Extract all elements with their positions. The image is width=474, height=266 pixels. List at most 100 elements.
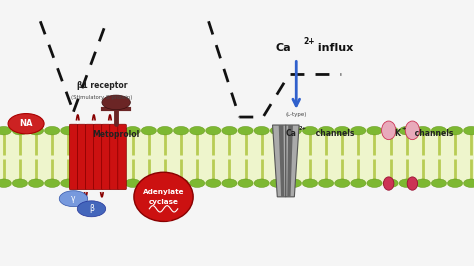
Circle shape [12,126,27,135]
Circle shape [351,179,366,188]
Text: Ca: Ca [276,43,292,53]
Circle shape [157,179,173,188]
Text: γ: γ [71,194,76,203]
Text: cyclase: cyclase [148,199,179,205]
Circle shape [93,179,108,188]
Circle shape [125,179,140,188]
Circle shape [335,179,350,188]
FancyBboxPatch shape [94,124,102,190]
Circle shape [12,179,27,188]
Polygon shape [273,125,286,197]
Text: (L-type): (L-type) [285,112,307,117]
Polygon shape [279,125,284,197]
Circle shape [319,126,334,135]
Circle shape [77,201,106,217]
Circle shape [109,179,124,188]
Circle shape [141,179,156,188]
FancyBboxPatch shape [69,124,78,190]
Text: β: β [89,204,94,213]
Text: channels: channels [313,129,354,138]
Polygon shape [287,125,293,197]
Circle shape [399,179,414,188]
Circle shape [270,126,285,135]
Circle shape [77,179,92,188]
Circle shape [157,126,173,135]
Ellipse shape [383,177,394,190]
Text: Adenylate: Adenylate [143,189,184,194]
Circle shape [238,179,253,188]
Text: 2+: 2+ [299,126,307,131]
Text: NA: NA [19,119,33,128]
Circle shape [302,126,318,135]
Circle shape [302,179,318,188]
Circle shape [109,126,124,135]
Ellipse shape [405,121,419,140]
Circle shape [286,126,301,135]
Circle shape [447,179,463,188]
Circle shape [254,126,269,135]
Circle shape [0,179,11,188]
Circle shape [206,126,221,135]
Circle shape [431,126,447,135]
Circle shape [222,179,237,188]
Text: influx: influx [314,43,353,53]
Circle shape [28,126,44,135]
FancyBboxPatch shape [118,124,126,190]
Circle shape [286,179,301,188]
Text: αs: αs [164,214,173,223]
Circle shape [28,179,44,188]
Circle shape [447,126,463,135]
Ellipse shape [134,172,193,221]
FancyBboxPatch shape [85,124,94,190]
Circle shape [206,179,221,188]
Ellipse shape [407,177,418,190]
Circle shape [45,179,60,188]
Circle shape [270,179,285,188]
Circle shape [190,179,205,188]
Circle shape [93,126,108,135]
Circle shape [8,114,44,134]
Circle shape [431,179,447,188]
Circle shape [254,179,269,188]
FancyBboxPatch shape [101,124,110,190]
Polygon shape [286,125,299,197]
Circle shape [238,126,253,135]
Circle shape [222,126,237,135]
Circle shape [383,126,398,135]
Circle shape [0,126,11,135]
Circle shape [45,126,60,135]
Circle shape [61,179,76,188]
FancyBboxPatch shape [77,124,86,190]
Circle shape [319,179,334,188]
Circle shape [367,179,382,188]
Circle shape [351,126,366,135]
Circle shape [415,126,430,135]
Circle shape [415,179,430,188]
Circle shape [383,179,398,188]
Circle shape [173,126,189,135]
Circle shape [399,126,414,135]
Text: Ca: Ca [285,129,296,138]
Circle shape [464,126,474,135]
Circle shape [464,179,474,188]
Circle shape [173,179,189,188]
Circle shape [125,126,140,135]
Text: (Stimulatory G protein): (Stimulatory G protein) [71,95,133,100]
Circle shape [141,126,156,135]
Text: channels: channels [412,129,454,138]
Text: 2+: 2+ [303,37,315,46]
Text: Metoprolol: Metoprolol [92,130,140,139]
Circle shape [335,126,350,135]
Circle shape [77,126,92,135]
Circle shape [367,126,382,135]
Ellipse shape [102,95,130,110]
FancyBboxPatch shape [109,124,118,190]
Circle shape [61,126,76,135]
Text: +: + [401,126,406,131]
Circle shape [59,191,88,207]
Bar [0,128,474,186]
Text: K: K [395,129,401,138]
Text: β1 receptor: β1 receptor [77,81,127,90]
Ellipse shape [382,121,396,140]
Circle shape [190,126,205,135]
